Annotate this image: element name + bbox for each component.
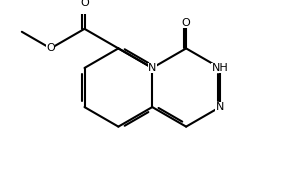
Text: NH: NH <box>212 63 229 73</box>
Text: O: O <box>46 43 55 53</box>
Text: N: N <box>216 102 224 112</box>
Text: O: O <box>182 18 191 28</box>
Text: N: N <box>148 63 157 73</box>
Text: O: O <box>80 0 89 8</box>
